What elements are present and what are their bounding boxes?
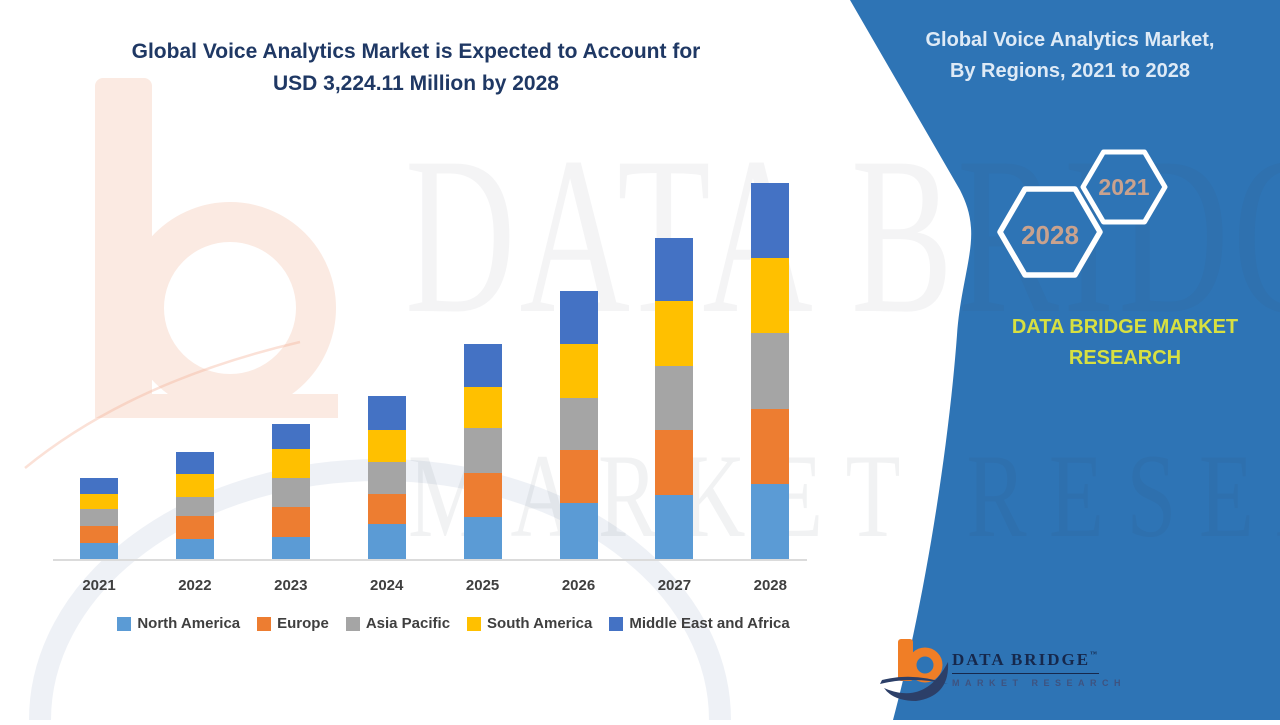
brand-name-line2: RESEARCH [1068, 347, 1182, 369]
x-axis-label-2021: 2021 [82, 577, 116, 594]
bar-2024 [367, 396, 406, 560]
chart-legend: North America Europe Asia Pacific South Ame… [36, 615, 871, 632]
bar-segment-2021-south-america [80, 494, 118, 510]
x-axis-label-2024: 2024 [370, 577, 404, 594]
bar-segment-2028-asia-pacific [751, 333, 790, 409]
bar-2022 [175, 451, 214, 560]
x-axis-label-2022: 2022 [178, 577, 212, 594]
legend-item-north-america: North America [117, 615, 240, 632]
legend-label: Europe [277, 615, 329, 632]
bar-segment-2028-north-america [751, 483, 790, 560]
bar-segment-2025-europe [463, 473, 502, 517]
bar-segment-2026-europe [559, 449, 598, 504]
bar-segment-2024-north-america [367, 524, 406, 560]
x-axis-label-2026: 2026 [561, 577, 596, 594]
bar-segment-2024-asia-pacific [367, 461, 406, 494]
x-axis-label-2027: 2027 [657, 577, 692, 594]
bar-segment-2022-north-america [175, 539, 214, 560]
bar-segment-2026-north-america [559, 503, 598, 560]
bar-segment-2026-asia-pacific [559, 398, 598, 450]
bar-segment-2023-europe [271, 506, 310, 537]
trademark-symbol: ™ [1090, 650, 1100, 658]
bar-2025 [463, 344, 502, 560]
bar-segment-2021-europe [80, 526, 118, 544]
bar-segment-2024-europe [367, 493, 406, 525]
bar-segment-2026-middle-east-and-africa [559, 291, 598, 344]
bar-segment-2027-south-america [655, 301, 694, 366]
bar-segment-2024-south-america [367, 429, 406, 462]
panel-title-line1: Global Voice Analytics Market, [925, 29, 1215, 51]
bar-segment-2024-middle-east-and-africa [367, 396, 406, 430]
bar-segment-2022-europe [175, 516, 214, 540]
legend-item-asia-pacific: Asia Pacific [345, 615, 451, 632]
brand-name-line1: DATA BRIDGE MARKET [1011, 316, 1239, 338]
legend-swatch-icon [257, 616, 272, 631]
hexagon-year-2028-label: 2028 [1021, 220, 1079, 250]
x-axis-label-2028: 2028 [753, 577, 787, 594]
chart-title-line2: USD 3,224.11 Million by 2028 [273, 72, 559, 95]
bar-segment-2022-middle-east-and-africa [175, 451, 214, 475]
brand-name-text: DATA BRIDGE MARKET RESEARCH [955, 312, 1280, 374]
legend-label: South America [487, 615, 593, 632]
panel-title: Global Voice Analytics Market, By Region… [920, 25, 1220, 87]
bar-2027 [655, 238, 694, 560]
bar-segment-2021-north-america [80, 543, 118, 560]
hexagon-year-2021-label: 2021 [1098, 174, 1150, 200]
bar-segment-2025-south-america [463, 387, 502, 429]
x-axis-line [53, 559, 807, 561]
legend-label: Middle East and Africa [629, 615, 790, 632]
bar-segment-2022-south-america [175, 474, 214, 497]
bar-segment-2028-europe [751, 408, 790, 484]
logo-text-block: DATA BRIDGE™ MARKET RESEARCH [952, 650, 1122, 688]
bar-segment-2028-middle-east-and-africa [751, 183, 790, 259]
bar-segment-2028-south-america [751, 258, 790, 334]
legend-item-europe: Europe [257, 615, 329, 632]
bar-segment-2025-north-america [463, 516, 502, 560]
legend-item-middle-east-and-africa: Middle East and Africa [609, 615, 790, 632]
bar-segment-2023-middle-east-and-africa [271, 424, 310, 450]
bar-segment-2021-middle-east-and-africa [80, 478, 118, 495]
logo-subtitle-text: MARKET RESEARCH [952, 678, 1127, 688]
bar-segment-2022-asia-pacific [175, 496, 214, 517]
bar-segment-2023-asia-pacific [271, 478, 310, 507]
bar-2021 [80, 478, 118, 560]
bar-segment-2021-asia-pacific [80, 509, 118, 527]
bar-segment-2027-asia-pacific [655, 365, 694, 430]
legend-swatch-icon [117, 616, 132, 631]
bar-segment-2025-asia-pacific [463, 428, 502, 474]
bar-segment-2027-north-america [655, 494, 694, 560]
bar-2028 [751, 183, 790, 560]
data-bridge-logo-icon [875, 630, 965, 715]
bar-segment-2025-middle-east-and-africa [463, 344, 502, 388]
panel-title-line2: By Regions, 2021 to 2028 [949, 60, 1191, 82]
x-axis-label-2025: 2025 [465, 577, 500, 594]
bar-segment-2023-south-america [271, 449, 310, 479]
legend-item-south-america: South America [467, 615, 592, 632]
legend-swatch-icon [345, 616, 360, 631]
bar-segment-2023-north-america [271, 536, 310, 560]
bar-2026 [559, 291, 598, 560]
hexagon-2028 [997, 186, 1103, 278]
bar-chart-plot-area: 2021 2022 2023 2024 2025 2026 2027 2028 [80, 183, 790, 594]
legend-label: Asia Pacific [365, 615, 451, 632]
year-hexagons [960, 130, 1220, 305]
legend-swatch-icon [467, 616, 482, 631]
bar-segment-2027-middle-east-and-africa [655, 238, 694, 302]
bar-2023 [271, 424, 310, 560]
hexagon-2021 [1080, 149, 1168, 225]
chart-title: Global Voice Analytics Market is Expecte… [55, 36, 777, 100]
legend-swatch-icon [609, 616, 624, 631]
chart-title-line1: Global Voice Analytics Market is Expecte… [131, 40, 701, 63]
logo-name-text: DATA BRIDGE™ [952, 650, 1100, 674]
bar-segment-2027-europe [655, 429, 694, 495]
legend-label: North America [137, 615, 241, 632]
x-axis-label-2023: 2023 [274, 577, 308, 594]
bar-segment-2026-south-america [559, 343, 598, 399]
